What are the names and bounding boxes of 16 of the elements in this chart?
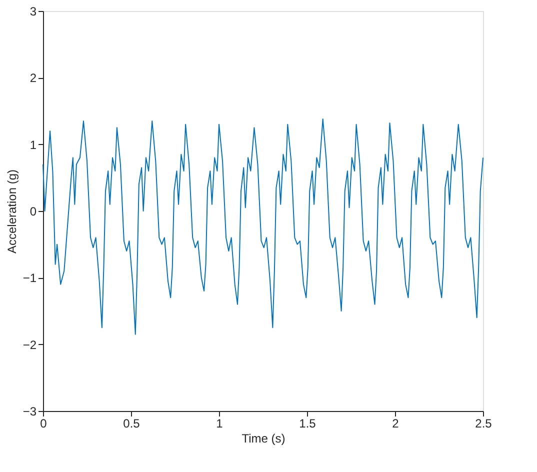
x-tick-label: 0.5: [123, 416, 140, 430]
y-tick-label: −1: [22, 271, 37, 286]
x-tick-label: 0: [40, 416, 48, 430]
y-tick-label: −2: [22, 338, 37, 352]
y-tick-label: −3: [22, 404, 37, 418]
x-tick-label: 1.5: [299, 416, 316, 430]
x-tick-label: 1: [216, 416, 224, 430]
line-series: [42, 118, 484, 335]
y-axis-title: Acceleration (g): [4, 169, 19, 254]
y-tick-label: 1: [30, 138, 37, 152]
y-tick-label: 2: [30, 71, 37, 86]
y-tick-label: 3: [30, 4, 37, 18]
x-axis-title: Time (s): [242, 432, 286, 446]
y-tick-label: 0: [30, 204, 37, 218]
x-tick-label: 2: [392, 416, 400, 430]
x-tick-label: 2.5: [475, 416, 492, 430]
